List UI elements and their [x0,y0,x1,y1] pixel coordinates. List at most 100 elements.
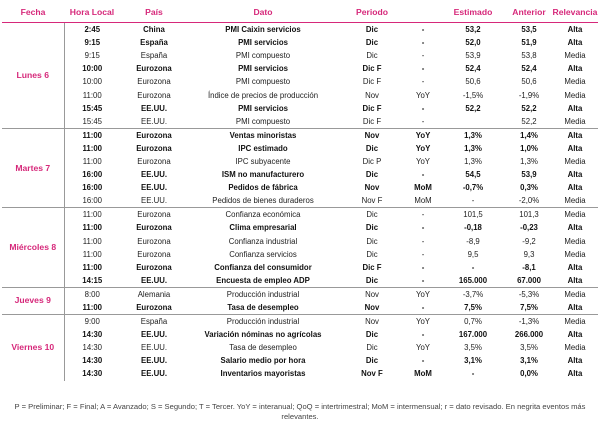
previous-cell: -1,9% [518,90,540,100]
comparison-cell: - [421,77,425,87]
estimate-cell: 101,5 [440,207,506,222]
time-cell: 10:00 [82,64,103,74]
estimate-cell: 3,5% [464,343,482,353]
comparison-cell: - [421,249,425,259]
relevance-cell: Alta [552,127,598,142]
country-cell: EE.UU. [141,116,167,126]
indicator-cell: Producción industrial [188,314,338,329]
table-row: Lunes 6 2:45 China PMI Caixin servicios Dic -… [2,22,598,129]
estimate-cell: 167.000 [458,330,488,340]
table-row: 14:30 EE.UU. Inventarios mayoristas Nov F Mo… [2,367,598,380]
previous-cell: 51,9 [521,38,537,48]
estimate-cell: 52,2 [465,103,481,113]
column-header [406,2,440,23]
period-cell: Dic [366,343,378,353]
country-cell: Eurozona [137,236,171,246]
period-cell: Dic [365,143,379,153]
period-cell: Dic [338,207,406,222]
relevance-cell: Alta [567,170,583,180]
table-row: 11:00 Eurozona IPC estimado Dic YoY 1,3% 1,0% A… [2,142,598,155]
time-cell: 8:00 [64,286,120,301]
comparison-cell: - [421,303,425,313]
relevance-cell: Alta [567,38,583,48]
indicator-cell: Clima empresarial [229,223,297,233]
period-cell: Nov F [361,196,383,206]
comparison-cell: MoM [414,369,432,379]
table-row: 11:00 Eurozona Tasa de desempleo Nov - 7,5% 7,… [2,301,598,315]
relevance-cell: Media [564,90,586,100]
comparison-cell: - [421,262,425,272]
period-cell: Dic [366,236,378,246]
estimate-cell: 7,5% [464,303,482,313]
indicator-cell: PMI compuesto [235,116,291,126]
column-header: Estimado [440,2,506,23]
country-cell: España [120,314,188,329]
period-cell: Dic [365,38,379,48]
relevance-cell: Media [564,343,586,353]
relevance-cell: Media [564,196,586,206]
country-cell: EE.UU. [141,343,167,353]
estimate-cell: 52,0 [465,38,481,48]
table-row: 14:30 EE.UU. Tasa de desempleo Dic YoY 3,5% 3,… [2,341,598,354]
country-cell: Eurozona [137,77,171,87]
relevance-cell: Alta [567,262,583,272]
previous-cell: 101,3 [506,207,552,222]
table-row: 10:00 Eurozona PMI servicios Dic F - 52,4 52,4… [2,62,598,75]
relevance-cell: Alta [567,25,583,35]
period-cell: Nov [364,303,380,313]
previous-cell: 0,0% [520,369,538,379]
relevance-cell: Alta [567,275,583,285]
time-cell: 2:45 [84,25,101,35]
comparison-cell: - [406,207,440,222]
time-cell: 11:00 [82,303,102,313]
table-row: 16:00 EE.UU. ISM no manufacturero Dic - 54,5 5… [2,168,598,181]
time-cell: 9:15 [84,38,101,48]
table-body: Lunes 6 2:45 China PMI Caixin servicios Dic -… [2,22,598,381]
comparison-cell: - [421,330,425,340]
period-cell: Nov [364,183,380,193]
relevance-cell: Alta [567,223,583,233]
comparison-cell: YoY [406,127,440,142]
country-cell: Eurozona [137,156,171,166]
time-cell: 16:00 [82,196,102,206]
comparison-cell: YoY [406,286,440,301]
period-cell: Nov [365,90,379,100]
table-row: 11:00 Eurozona Clima empresarial Dic - -0,18 -… [2,221,598,234]
indicator-cell: Pedidos de fábrica [228,183,298,193]
previous-cell: 3,5% [520,343,538,353]
previous-cell: 50,6 [521,77,537,87]
previous-cell: -9,2 [522,236,536,246]
indicator-cell: IPC subyacente [235,156,291,166]
time-cell: 11:00 [82,143,102,153]
estimate-cell: 1,3% [440,127,506,142]
comparison-cell: - [421,275,425,285]
column-header: Hora Local [64,2,120,23]
indicator-cell: PMI servicios [238,38,288,48]
previous-cell: 52,2 [521,116,537,126]
estimate-cell: - [471,196,475,206]
country-cell: EE.UU. [141,275,167,285]
period-cell: Dic [365,223,379,233]
day-label: Lunes 6 [2,22,65,129]
footnote: P = Preliminar; F = Final; A = Avanzado;… [14,402,586,421]
relevance-cell: Media [552,314,598,329]
estimate-cell: 165.000 [458,275,488,285]
comparison-cell: MoM [414,196,432,206]
period-cell: Dic [365,170,379,180]
time-cell: 9:15 [84,51,100,61]
column-header: País [120,2,188,23]
country-cell: EE.UU. [141,330,167,340]
comparison-cell: - [421,51,425,61]
time-cell: 10:00 [82,77,102,87]
relevance-cell: Alta [567,356,583,366]
previous-cell: -8,1 [522,262,536,272]
indicator-cell: Confianza industrial [228,236,298,246]
relevance-cell: Alta [567,183,583,193]
time-cell: 14:30 [82,356,103,366]
period-cell: Dic P [362,156,382,166]
period-cell: Dic [365,356,379,366]
relevance-cell: Media [564,249,586,259]
indicator-cell: Producción industrial [188,286,338,301]
time-cell: 14:15 [82,275,103,285]
indicator-cell: Confianza económica [188,207,338,222]
